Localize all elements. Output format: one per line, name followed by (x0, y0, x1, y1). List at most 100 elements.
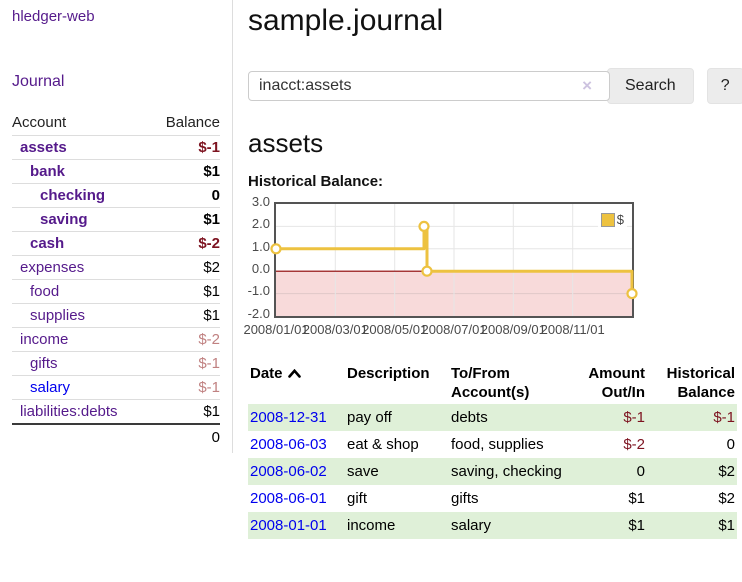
account-balance: $-2 (198, 234, 220, 252)
account-row: gifts $-1 (12, 351, 220, 376)
account-row: bank $1 (12, 159, 220, 184)
chart-plot-area[interactable]: $ (270, 202, 638, 318)
transaction-date-link[interactable]: 2008-01-01 (250, 517, 327, 534)
account-row: salary $-1 (12, 375, 220, 400)
account-balance: $-1 (198, 138, 220, 156)
account-row: assets $-1 (12, 135, 220, 160)
x-tick-label: 2008/05/01 (362, 322, 428, 337)
search-form: × Search ? (248, 68, 742, 104)
account-row: income $-2 (12, 327, 220, 352)
account-link-expenses[interactable]: expenses (20, 258, 85, 276)
transaction-row: 2008-06-01 gift gifts $1 $2 (248, 485, 737, 512)
page-title: sample.journal (248, 4, 444, 37)
description-column-header: Description (347, 365, 430, 382)
account-link-bank[interactable]: bank (30, 162, 66, 180)
search-button[interactable]: Search (607, 68, 694, 104)
account-balance: $1 (203, 306, 220, 324)
account-link-food[interactable]: food (30, 282, 60, 300)
date-column-header[interactable]: Date (248, 362, 345, 404)
transaction-accounts: food, supplies (451, 436, 544, 453)
account-row: food $1 (12, 279, 220, 304)
balance-column-header: Balance (149, 111, 220, 136)
account-link-assets[interactable]: assets (20, 138, 67, 156)
accounts-total-row: 0 (12, 424, 220, 449)
account-link-saving[interactable]: saving (40, 210, 88, 228)
transaction-amount: $1 (567, 512, 647, 539)
chart-canvas (270, 204, 638, 316)
transaction-description: pay off (345, 404, 449, 431)
transaction-balance: $2 (718, 490, 735, 507)
account-link-supplies[interactable]: supplies (30, 306, 86, 324)
transaction-row: 2008-12-31 pay off debts $-1 $-1 (248, 404, 737, 431)
transaction-accounts: gifts (451, 490, 479, 507)
amount-column-header: Amount Out/In (588, 365, 645, 401)
account-link-salary[interactable]: salary (30, 378, 71, 396)
account-row: checking 0 (12, 183, 220, 208)
account-balance: $-2 (198, 330, 220, 348)
app-title-link[interactable]: hledger-web (12, 8, 95, 25)
sidebar: hledger-web Journal Account Balance asse… (0, 0, 233, 453)
y-tick-label: 2.0 (251, 216, 270, 231)
transaction-accounts: saving, checking (449, 458, 567, 485)
transaction-date-link[interactable]: 2008-06-01 (250, 490, 327, 507)
sort-ascending-icon (287, 364, 301, 383)
clear-search-icon[interactable]: × (582, 76, 592, 95)
transaction-accounts: debts (449, 404, 567, 431)
account-balance: $1 (203, 402, 220, 420)
y-tick-label: 3.0 (251, 194, 270, 209)
account-link-cash[interactable]: cash (30, 234, 65, 252)
x-tick-label: 2008/09/01 (480, 322, 546, 337)
transaction-amount: $1 (628, 490, 645, 507)
account-link-checking[interactable]: checking (40, 186, 106, 204)
transaction-amount: $-1 (567, 404, 647, 431)
chart-legend: $ (597, 210, 627, 229)
account-link-income[interactable]: income (20, 330, 69, 348)
account-balance: $-1 (198, 354, 220, 372)
x-tick-label: 2008/01/01 (243, 322, 309, 337)
account-balance: $-1 (198, 378, 220, 396)
historical-balance-chart: 3.0 2.0 1.0 0.0 -1.0 -2.0 (243, 194, 664, 342)
transaction-description: gift (347, 490, 368, 507)
account-link-gifts[interactable]: gifts (30, 354, 58, 372)
transaction-date-link[interactable]: 2008-06-03 (250, 436, 327, 453)
transaction-description: eat & shop (347, 436, 419, 453)
transaction-accounts: salary (449, 512, 567, 539)
account-balance: 0 (211, 186, 220, 204)
account-row: expenses $2 (12, 255, 220, 280)
x-tick-label: 2008/03/01 (302, 322, 368, 337)
account-balance: $1 (203, 210, 220, 228)
x-tick-label: 2008/11/01 (540, 322, 605, 337)
data-point-marker (421, 265, 433, 277)
data-point-marker (270, 243, 282, 255)
help-button[interactable]: ? (706, 68, 742, 104)
transaction-amount: $-2 (623, 436, 645, 453)
account-link-liabilities-debts[interactable]: liabilities:debts (20, 402, 118, 420)
transaction-balance: $2 (647, 458, 737, 485)
accounts-balance-table: Account Balance assets $-1 bank $1 check… (12, 111, 220, 449)
accounts-total-value: 0 (211, 428, 220, 446)
transaction-row: 2008-06-02 save saving, checking 0 $2 (248, 458, 737, 485)
y-tick-label: 1.0 (251, 239, 270, 254)
data-point-marker (418, 220, 430, 232)
chart-title: Historical Balance: (248, 173, 384, 190)
data-point-marker (626, 287, 638, 300)
register-header-row: Date Description To/From Account(s) Amou… (248, 362, 737, 404)
account-heading: assets (248, 128, 324, 158)
tofrom-column-header: To/From Account(s) (451, 365, 530, 401)
transaction-balance: $1 (647, 512, 737, 539)
transaction-description: save (345, 458, 449, 485)
transaction-amount: 0 (567, 458, 647, 485)
register-table: Date Description To/From Account(s) Amou… (248, 362, 737, 539)
x-tick-label: 2008/07/01 (421, 322, 487, 337)
search-input[interactable] (248, 71, 610, 101)
y-tick-label: -2.0 (247, 306, 270, 321)
transaction-date-link[interactable]: 2008-12-31 (250, 409, 327, 426)
legend-label: $ (616, 212, 624, 227)
legend-swatch-icon (600, 212, 615, 227)
transaction-balance: 0 (726, 436, 735, 453)
account-balance: $1 (203, 162, 220, 180)
transaction-date-link[interactable]: 2008-06-02 (250, 463, 327, 480)
y-tick-label: -1.0 (247, 283, 270, 298)
sidebar-item-journal[interactable]: Journal (12, 73, 65, 90)
